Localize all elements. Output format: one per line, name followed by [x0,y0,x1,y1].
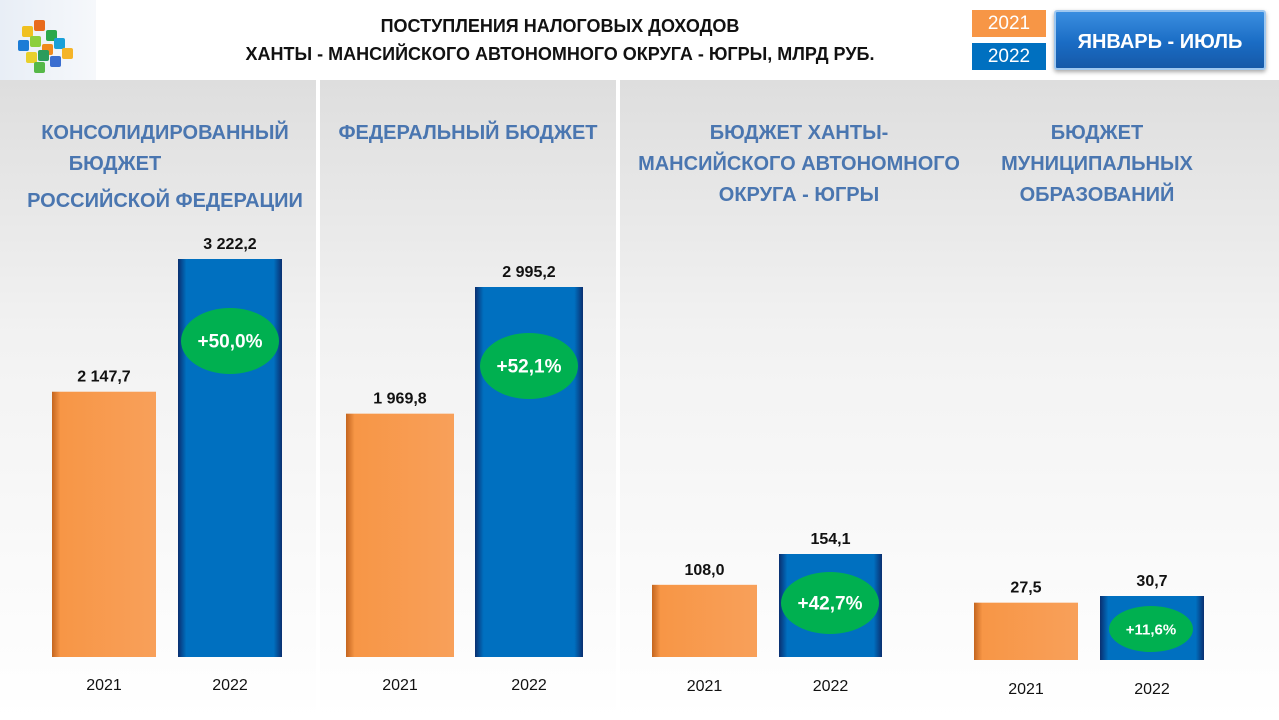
bar-value-label: 2 147,7 [77,369,130,386]
bar-value-label: 3 222,2 [203,236,256,253]
chart-title-line: БЮДЖЕТ [1050,122,1144,144]
chart-title-federal: ФЕДЕРАЛЬНЫЙ БЮДЖЕТ [320,118,616,149]
year-tick-label: 2021 [382,677,418,694]
year-tick-label: 2022 [1134,681,1170,698]
logo-cube-icon [30,36,41,47]
growth-badge [480,333,578,399]
bar-2021 [346,413,454,657]
year-tick-label: 2021 [687,678,723,695]
year-tick-label: 2022 [511,677,547,694]
growth-label: +52,1% [497,357,562,378]
logo-cube-icon [26,52,37,63]
year-tick-label: 2021 [1008,681,1044,698]
bar-value-label: 154,1 [810,531,850,548]
page-title: ПОСТУПЛЕНИЯ НАЛОГОВЫХ ДОХОДОВ ХАНТЫ - МА… [150,12,970,68]
growth-badge [1109,606,1193,652]
year-tick-label: 2021 [86,677,122,694]
growth-label: +11,6% [1126,621,1176,638]
chart-title-line: БЮДЖЕТ [68,153,162,175]
bar-2021 [974,602,1078,660]
year-tick-label: 2022 [212,677,248,694]
logo-cubes-icon [0,0,96,80]
bar-2021 [52,391,156,657]
bar-2021 [652,584,757,657]
legend-2021: 2021 [972,10,1046,37]
title-line-1: ПОСТУПЛЕНИЯ НАЛОГОВЫХ ДОХОДОВ [380,16,740,36]
growth-label: +42,7% [798,594,863,615]
growth-label: +50,0% [198,332,263,353]
period-badge: ЯНВАРЬ - ИЮЛЬ [1054,10,1266,70]
year-tick-label: 2022 [813,678,849,695]
chart-title-regional: БЮДЖЕТ ХАНТЫ- МАНСИЙСКОГО АВТОНОМНОГО ОК… [630,118,968,211]
chart-title-line: РОССИЙСКОЙ ФЕДЕРАЦИИ [27,190,303,212]
logo-cube-icon [62,48,73,59]
bar-value-label: 2 995,2 [502,264,555,281]
logo-cube-icon [18,40,29,51]
bar-value-label: 108,0 [684,562,724,579]
chart-title-line: БЮДЖЕТ ХАНТЫ- [709,122,889,144]
chart-title-line: КОНСОЛИДИРОВАННЫЙ [41,122,289,144]
chart-title-municipal: БЮДЖЕТ МУНИЦИПАЛЬНЫХ ОБРАЗОВАНИЙ [980,118,1214,211]
growth-badge [181,308,279,374]
logo-cube-icon [54,38,65,49]
logo-cube-icon [34,62,45,73]
logo-cube-icon [38,50,49,61]
bar-value-label: 30,7 [1136,573,1167,590]
logo-cube-icon [50,56,61,67]
logo-cube-icon [22,26,33,37]
chart-title-line: ОКРУГА - ЮГРЫ [718,184,880,206]
legend-2022: 2022 [972,43,1046,70]
growth-badge [781,572,879,634]
chart-title-line: МАНСИЙСКОГО АВТОНОМНОГО [638,153,960,175]
chart-title-line: ОБРАЗОВАНИЙ [1019,184,1175,206]
header: ПОСТУПЛЕНИЯ НАЛОГОВЫХ ДОХОДОВ ХАНТЫ - МА… [0,0,1279,80]
logo-cube-icon [46,30,57,41]
bar-value-label: 27,5 [1010,580,1041,597]
bar-value-label: 1 969,8 [373,391,426,408]
chart-title-line: МУНИЦИПАЛЬНЫХ [1001,153,1193,175]
title-line-2: ХАНТЫ - МАНСИЙСКОГО АВТОНОМНОГО ОКРУГА -… [245,44,875,64]
chart-title-consolidated: КОНСОЛИДИРОВАННЫЙ БЮДЖЕТ РОССИЙСКОЙ ФЕДЕ… [10,118,320,217]
logo-cube-icon [42,44,53,55]
logo-cube-icon [34,20,45,31]
chart-title-line: ФЕДЕРАЛЬНЫЙ БЮДЖЕТ [338,122,598,144]
